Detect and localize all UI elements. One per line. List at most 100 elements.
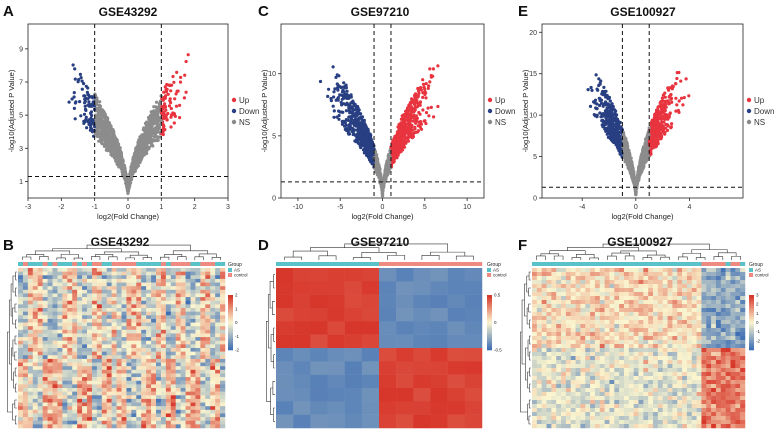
up-point [391, 160, 395, 164]
heatmap-cell [160, 271, 167, 276]
group-cell-control [96, 262, 102, 266]
up-point [677, 70, 681, 75]
heatmap-cell [72, 271, 78, 276]
up-point [172, 121, 176, 125]
heatmap-cell [37, 289, 43, 294]
up-point [164, 90, 168, 94]
ns-point [629, 164, 633, 168]
up-point [395, 156, 399, 160]
heatmap-cell [195, 268, 201, 272]
up-point [160, 97, 164, 101]
heatmap-cell [106, 282, 112, 287]
group-cell-as [67, 262, 73, 266]
up-point [173, 97, 177, 101]
plot-frame [27, 23, 229, 199]
ns-point [136, 142, 141, 146]
group-cell-control [116, 262, 122, 266]
ns-point [130, 167, 134, 171]
down-point [90, 113, 94, 118]
heatmap-cell [116, 289, 122, 294]
ns-point [117, 149, 122, 154]
ns-point [643, 142, 647, 146]
ns-point [630, 169, 634, 173]
heatmap-cell [170, 268, 176, 272]
panel-label-C: C [258, 3, 269, 20]
up-point [162, 127, 166, 131]
ns-point [150, 115, 154, 119]
ns-point [136, 149, 140, 154]
ns-point [109, 124, 113, 128]
up-point [413, 92, 417, 97]
heatmap-cell [220, 271, 226, 276]
heatmap-cell [57, 271, 63, 276]
up-point [419, 86, 423, 90]
group-cell-as [215, 262, 221, 266]
heatmap-cell [52, 289, 58, 294]
heatmap-cell [141, 286, 147, 291]
heatmap-cell [156, 289, 162, 294]
heatmap-cell [67, 286, 73, 291]
group-cell-as [47, 262, 53, 266]
up-point [674, 96, 678, 100]
down-point [369, 152, 373, 157]
down-point [601, 104, 605, 108]
up-point [658, 135, 663, 139]
heatmap-cell [32, 293, 38, 298]
down-point [84, 118, 88, 122]
heatmap-cell [121, 289, 127, 294]
heatmap-cell [32, 286, 38, 291]
heatmap-cell [77, 282, 83, 287]
heatmap-cell [136, 278, 142, 283]
down-point [332, 95, 336, 99]
heatmap-cell [96, 282, 103, 287]
heatmap-cell [205, 286, 211, 291]
up-point [427, 114, 431, 118]
heatmap-cell [82, 275, 88, 280]
heatmap-cell [180, 278, 186, 283]
dendrogram-branch [73, 257, 83, 260]
heatmap-cell [42, 282, 48, 287]
heatmap-cell [116, 278, 122, 283]
ns-point [643, 147, 647, 151]
heatmap-cell [190, 282, 196, 287]
heatmap-cell [47, 271, 53, 276]
ns-point [148, 118, 152, 122]
down-point [82, 94, 86, 98]
heatmap-cell [91, 278, 98, 283]
heatmap-cell [195, 282, 201, 287]
ns-point [622, 141, 627, 146]
down-point [594, 73, 598, 77]
heatmap-cell [170, 289, 176, 294]
dendrogram-branch [14, 303, 17, 313]
down-point [590, 88, 594, 92]
heatmap-cell [52, 286, 58, 291]
heatmap-cell [72, 268, 78, 272]
heatmap-cell [52, 268, 58, 272]
ns-point [143, 145, 147, 149]
group-cell-control [200, 262, 206, 266]
heatmap-cell [215, 286, 221, 291]
dendrogram-branch [15, 271, 17, 281]
up-point [162, 110, 166, 114]
heatmap-cell [87, 286, 93, 291]
heatmap-cell [146, 268, 152, 272]
heatmap-cell [131, 275, 137, 280]
group-cell-as [146, 262, 152, 266]
down-point [83, 101, 87, 105]
legend-marker-ns [746, 119, 752, 125]
up-point [655, 110, 659, 114]
up-point [416, 86, 420, 91]
heatmap-cell [32, 268, 38, 272]
ns-point [113, 135, 117, 139]
ns-point [102, 144, 106, 148]
up-point [169, 115, 173, 119]
up-point [178, 103, 182, 107]
heatmap-cell [52, 278, 58, 283]
heatmap-cell [116, 268, 122, 272]
heatmap-cell [62, 271, 68, 276]
down-point [608, 99, 612, 103]
heatmap-cell [77, 286, 83, 291]
ns-point [124, 177, 128, 181]
